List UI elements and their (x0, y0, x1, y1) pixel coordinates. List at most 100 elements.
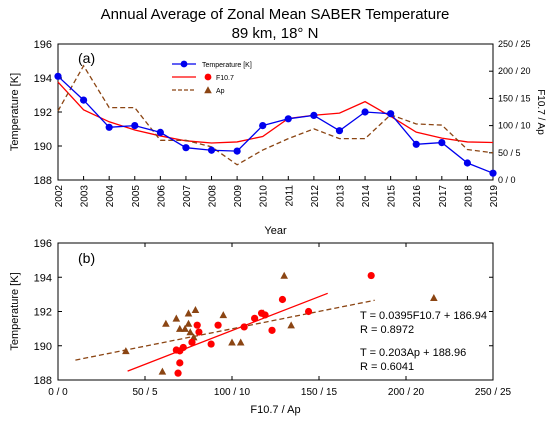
ap-point (122, 347, 130, 355)
y2-tick-label: 0 / 0 (498, 175, 516, 185)
temperature-point (79, 96, 88, 104)
ap-point (158, 367, 167, 375)
f107-point (207, 340, 215, 348)
x-tick-label: 2013 (335, 185, 346, 208)
temperature-point (335, 127, 344, 135)
f107-point (304, 307, 313, 316)
x-tick-label: 2003 (80, 185, 91, 208)
x-tick-label: 2015 (387, 185, 398, 208)
y-axis-label: Temperature [K] (9, 73, 21, 151)
fit-r-f107: R = 0.8972 (360, 324, 414, 336)
temperature-point (182, 144, 190, 152)
x-tick-label: 2005 (131, 185, 142, 208)
x-tick-label: 0 / 0 (48, 387, 68, 398)
x-tick-label: 50 / 5 (132, 387, 157, 398)
temperature-point (105, 123, 113, 131)
legend-label-ap: Ap (216, 88, 225, 95)
temperature-point (259, 122, 267, 130)
y-tick-label: 190 (34, 141, 52, 153)
x-tick-label: 2014 (361, 185, 372, 208)
y2-tick-label: 100 / 10 (498, 121, 531, 131)
temperature-point (207, 146, 216, 154)
fit-line-ap (75, 299, 375, 361)
temperature-point (489, 169, 497, 177)
temperature-point (233, 147, 241, 155)
x-tick-label: 2010 (259, 185, 270, 208)
temperature-point (361, 108, 369, 116)
legend-marker-temperature (180, 60, 188, 68)
y2-axis-label: F10.7 / Ap (535, 89, 546, 135)
legend-marker-f107 (204, 73, 212, 81)
panel-label: (a) (78, 50, 95, 66)
x-tick-label: 2016 (412, 185, 423, 208)
temperature-point (54, 72, 62, 80)
ap-point (184, 309, 193, 317)
ap-point (181, 324, 189, 332)
ap-point (191, 305, 200, 314)
series-line-f107 (57, 81, 494, 144)
x-axis-label: F10.7 / Ap (250, 404, 300, 416)
fit-equation-ap: T = 0.203Ap + 188.96 (360, 347, 466, 359)
x-tick-label: 2017 (438, 185, 449, 208)
ap-point (184, 319, 193, 327)
y-tick-label: 188 (34, 175, 52, 187)
f107-point (174, 369, 182, 377)
y2-tick-label: 200 / 20 (498, 66, 531, 76)
series-line-ap (57, 64, 494, 166)
ap-point (186, 328, 195, 336)
x-tick-label: 2007 (182, 185, 193, 208)
x-tick-label: 100 / 10 (214, 387, 251, 398)
f107-point (188, 338, 196, 346)
x-tick-label: 250 / 25 (475, 387, 512, 398)
y2-tick-label: 250 / 25 (498, 39, 531, 49)
ap-point (280, 271, 288, 279)
temperature-point (438, 139, 446, 147)
legend-label-f107: F10.7 (216, 75, 234, 82)
fit-r-ap: R = 0.6041 (360, 361, 414, 373)
f107-point (195, 328, 203, 336)
temperature-point (310, 111, 318, 119)
legend-marker-ap (204, 86, 212, 94)
f107-point (268, 326, 276, 334)
panel-label: (b) (78, 250, 95, 266)
y-tick-label: 194 (34, 73, 52, 85)
x-tick-label: 2011 (284, 185, 295, 207)
fit-line-f107 (127, 292, 328, 372)
f107-point (257, 309, 266, 317)
y-axis-label: Temperature [K] (9, 272, 21, 350)
temperature-point (412, 140, 420, 148)
ap-point (430, 294, 438, 302)
x-tick-label: 150 / 15 (301, 387, 338, 398)
x-tick-label: 2012 (310, 185, 321, 208)
f107-point (193, 321, 201, 329)
f107-point (240, 323, 248, 331)
series-line-temperature (57, 75, 494, 174)
y-tick-label: 196 (34, 238, 52, 250)
ap-point (228, 338, 236, 346)
y-tick-label: 188 (34, 375, 52, 387)
f107-point (278, 295, 287, 304)
temperature-point (284, 115, 292, 123)
ap-point (162, 319, 170, 327)
temperature-point (156, 128, 164, 136)
ap-point (189, 333, 198, 341)
x-tick-label: 2008 (208, 185, 219, 208)
panel-a-frame (57, 43, 494, 181)
y-tick-label: 196 (34, 39, 52, 51)
x-tick-label: 2004 (105, 185, 116, 208)
chart-subtitle: 89 km, 18° N (231, 25, 319, 42)
chart-title: Annual Average of Zonal Mean SABER Tempe… (100, 6, 450, 23)
y-tick-label: 192 (34, 107, 52, 119)
y-tick-label: 194 (34, 272, 52, 284)
x-tick-label: 2006 (156, 185, 167, 208)
temperature-point (131, 122, 139, 130)
y-tick-label: 190 (34, 341, 52, 353)
ap-point (176, 324, 184, 332)
x-tick-label: 2009 (233, 185, 244, 208)
y2-tick-label: 50 / 5 (498, 148, 521, 158)
x-tick-label: 2018 (463, 185, 474, 208)
ap-point (219, 311, 228, 319)
x-axis-label: Year (264, 225, 287, 237)
f107-point (176, 359, 184, 367)
